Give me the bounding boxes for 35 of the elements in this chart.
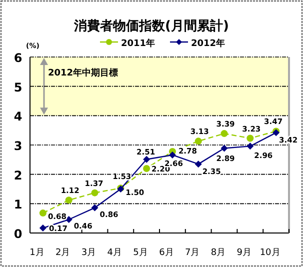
point (168, 151, 176, 158)
point (220, 130, 228, 138)
point (220, 144, 228, 152)
point (91, 204, 98, 212)
point (246, 134, 254, 142)
y-tick-label: 3 (14, 139, 22, 153)
point (143, 156, 150, 163)
x-tick-label: 7月 (184, 248, 200, 258)
x-tick-label: 3月 (81, 248, 96, 258)
point (194, 138, 202, 145)
point (246, 142, 254, 150)
point (194, 160, 202, 168)
x-tick-label: 4月 (107, 248, 122, 258)
x-tick-label: 1月 (30, 248, 44, 258)
x-tick-label: 10月 (260, 248, 280, 258)
x-tick-label: 5月 (133, 248, 148, 258)
x-tick-label: 2月 (55, 248, 70, 258)
point (91, 189, 98, 196)
y-tick-label: 2 (14, 168, 22, 182)
y-tick-label: 6 (14, 51, 22, 65)
y-tick-label: 4 (14, 110, 22, 124)
band-label: 2012年中期目標 (48, 68, 118, 79)
point (39, 210, 46, 217)
point (143, 164, 150, 172)
y-tick-label: 5 (14, 80, 22, 94)
x-tick-label: 6月 (159, 248, 174, 258)
point (39, 224, 46, 232)
y-tick-label: 0 (14, 227, 22, 241)
x-tick-label: 8月 (210, 248, 226, 258)
y-tick-label: 1 (14, 198, 22, 212)
chart-title: 消費者物価指数(月間累計) (73, 18, 229, 34)
point (65, 196, 72, 204)
legend-label: 2012年 (191, 38, 226, 49)
x-tick-label: 9月 (236, 248, 252, 258)
legend-label: 2011年 (121, 38, 156, 49)
